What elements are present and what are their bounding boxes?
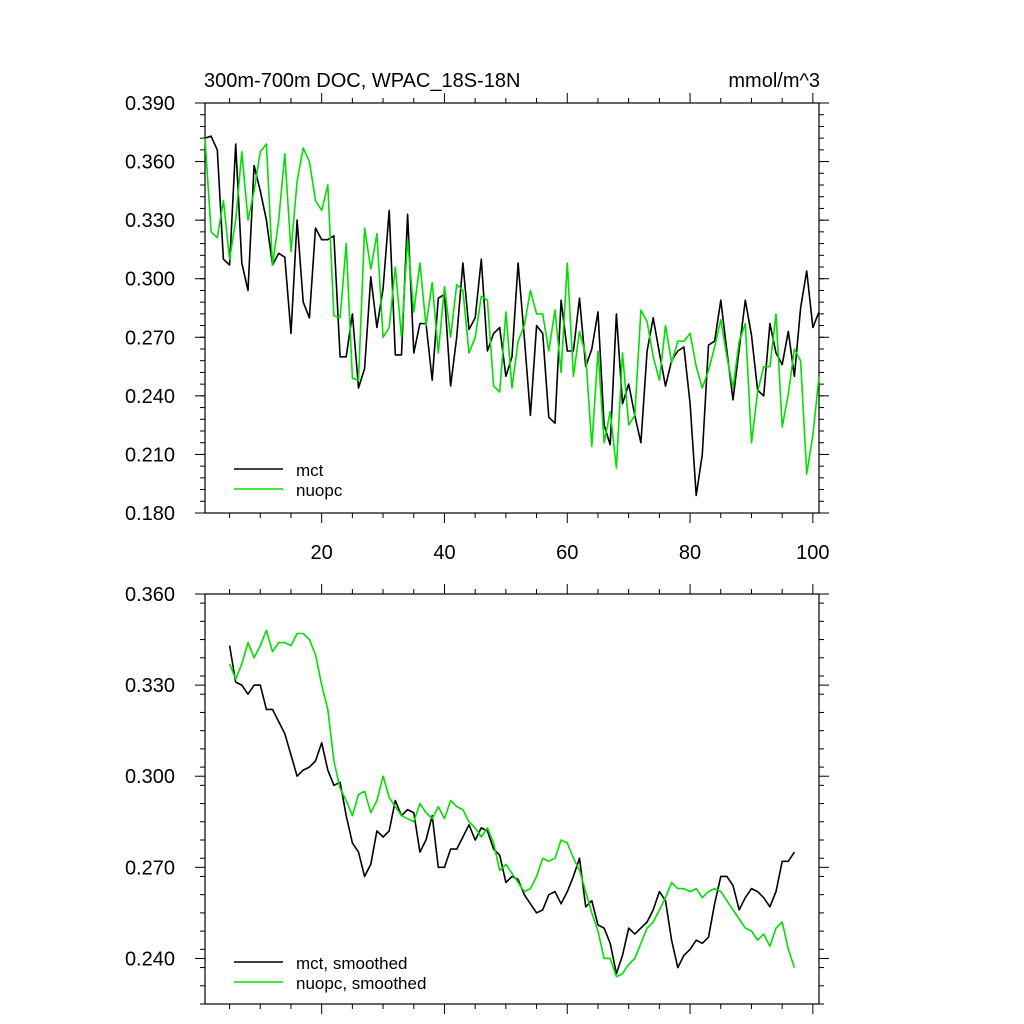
x-tick-label: 100 xyxy=(796,542,829,564)
y-tick-label: 0.300 xyxy=(125,269,175,291)
top-chart: 300m-700m DOC, WPAC_18S-18N mmol/m^3 0.1… xyxy=(125,70,830,564)
series-lines xyxy=(228,629,796,978)
plot-frame xyxy=(204,102,820,514)
x-tick-label: 40 xyxy=(433,542,455,564)
bottom-chart: 0.240 0.270 0.300 0.330 0.360 mct, smoothed … xyxy=(125,584,829,1014)
legend: mct, smoothed nuopc, smoothed xyxy=(234,954,426,993)
axis-ticks: 0.180 0.210 0.240 0.270 0.300 0.330 0.360 0.390… xyxy=(125,93,830,564)
legend-label-nuopc: nuopc xyxy=(296,481,343,500)
series-lines xyxy=(204,135,820,497)
legend-label-nuopc-smoothed: nuopc, smoothed xyxy=(296,974,426,993)
x-tick-label: 60 xyxy=(556,542,578,564)
legend-label-mct: mct xyxy=(296,461,324,480)
y-tick-label: 0.270 xyxy=(125,857,175,879)
chart-title: 300m-700m DOC, WPAC_18S-18N xyxy=(204,70,520,92)
y-tick-label: 0.330 xyxy=(125,675,175,697)
legend: mct nuopc xyxy=(234,461,343,500)
series-line-nuopc xyxy=(204,138,820,475)
y-tick-label: 0.180 xyxy=(125,503,175,525)
y-tick-label: 0.210 xyxy=(125,444,175,466)
plot-frame xyxy=(204,593,820,1005)
y-tick-label: 0.360 xyxy=(125,152,175,174)
legend-label-mct-smoothed: mct, smoothed xyxy=(296,954,408,973)
axis-ticks: 0.240 0.270 0.300 0.330 0.360 xyxy=(125,584,829,1014)
y-tick-label: 0.240 xyxy=(125,386,175,408)
y-tick-label: 0.270 xyxy=(125,327,175,349)
y-tick-label: 0.360 xyxy=(125,584,175,606)
y-tick-label: 0.240 xyxy=(125,948,175,970)
y-tick-label: 0.330 xyxy=(125,210,175,232)
x-tick-label: 20 xyxy=(311,542,333,564)
units-label: mmol/m^3 xyxy=(728,70,820,92)
series-line-mct xyxy=(204,135,820,497)
x-tick-label: 80 xyxy=(679,542,701,564)
y-tick-label: 0.300 xyxy=(125,766,175,788)
y-tick-label: 0.390 xyxy=(125,93,175,115)
series-line-mct-smoothed xyxy=(228,645,796,975)
series-line-nuopc-smoothed xyxy=(228,629,796,978)
